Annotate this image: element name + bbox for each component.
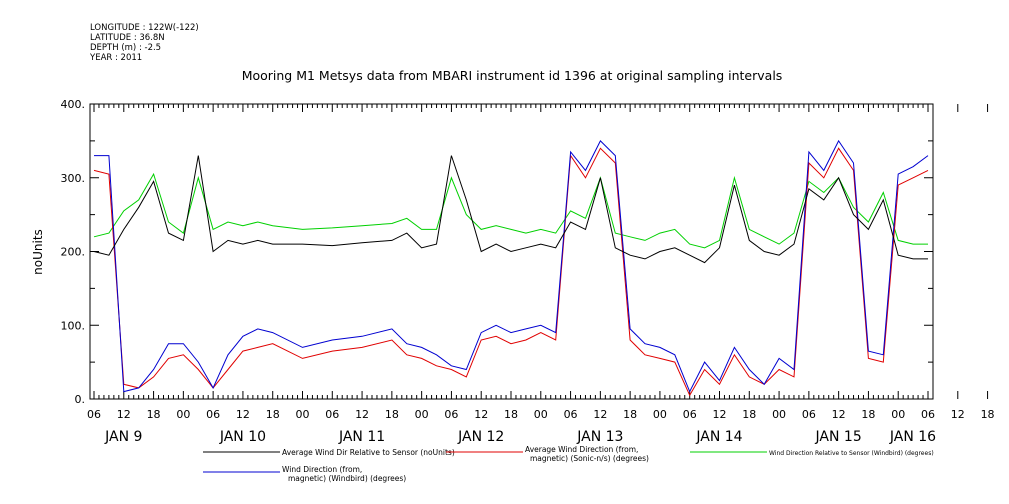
y-tick-label: 0.	[75, 393, 86, 406]
legend-label-4b: magnetic) (Windbird) (degrees)	[288, 474, 406, 483]
x-day-label: JAN 11	[338, 429, 385, 445]
y-axis: 0. 100. 200. 300. 400.	[61, 98, 933, 406]
x-hour-label: 18	[266, 408, 280, 421]
x-hour-label: 18	[981, 408, 995, 421]
x-hour-label: 06	[325, 408, 339, 421]
legend-label-4a: Wind Direction (from,	[282, 465, 362, 474]
x-hour-label: 06	[802, 408, 816, 421]
x-day-label: JAN 9	[104, 429, 142, 445]
series-line-3	[94, 139, 929, 393]
x-day-label: JAN 15	[815, 429, 862, 445]
series-lines	[93, 139, 929, 397]
series-line-1	[93, 147, 929, 397]
x-hour-label: 18	[385, 408, 399, 421]
meta-longitude: LONGITUDE : 122W(-122)	[90, 23, 199, 33]
y-tick-label: 400.	[61, 98, 86, 111]
x-hour-label: 12	[951, 408, 965, 421]
legend-label-3: Wind Direction Relative to Sensor (Windb…	[769, 450, 934, 457]
y-tick-label: 200.	[61, 246, 86, 259]
x-hour-label: 00	[176, 408, 190, 421]
x-hour-label: 00	[891, 408, 905, 421]
x-day-label: JAN 10	[219, 429, 266, 445]
legend-label-2a: Average Wind Direction (from,	[525, 445, 638, 454]
x-hour-label: 06	[564, 408, 578, 421]
x-day-label: JAN 13	[576, 429, 623, 445]
x-hour-label: 06	[87, 408, 101, 421]
legend-label-1: Average Wind Dir Relative to Sensor (noU…	[282, 448, 455, 457]
x-hour-label: 00	[415, 408, 429, 421]
x-hour-label: 18	[147, 408, 161, 421]
y-tick-label: 300.	[61, 172, 86, 185]
x-hour-label: 12	[474, 408, 488, 421]
x-hour-label: 00	[534, 408, 548, 421]
x-hour-label: 12	[832, 408, 846, 421]
x-hour-label: 06	[206, 408, 220, 421]
legend: Average Wind Dir Relative to Sensor (noU…	[203, 445, 934, 483]
x-hour-label: 00	[653, 408, 667, 421]
x-hour-label: 06	[683, 408, 697, 421]
x-hour-label: 18	[742, 408, 756, 421]
x-hour-label: 00	[772, 408, 786, 421]
x-hour-label: 12	[593, 408, 607, 421]
x-hour-label: 12	[236, 408, 250, 421]
x-axis: 06 12 18 00 06 12 18 00 06 12 18 00 06 12 18 00 06 12 18 00…	[87, 104, 995, 445]
chart-title: Mooring M1 Metsys data from MBARI instru…	[242, 68, 783, 83]
meta-year: YEAR : 2011	[89, 53, 142, 63]
x-hour-label: 18	[504, 408, 518, 421]
series-line-2	[93, 172, 928, 249]
legend-label-2b: magnetic) (Sonic-n/s) (degrees)	[530, 454, 649, 463]
x-day-label: JAN 12	[457, 429, 504, 445]
meta-latitude: LATITUDE : 36.8N	[90, 33, 165, 43]
x-hour-label: 12	[355, 408, 369, 421]
meta-depth: DEPTH (m) : -2.5	[90, 43, 161, 53]
x-hour-label: 12	[713, 408, 727, 421]
x-day-label: JAN 14	[695, 429, 742, 445]
x-hour-label: 18	[861, 408, 875, 421]
x-hour-label: 18	[623, 408, 637, 421]
x-day-label: JAN 16	[889, 429, 936, 445]
x-hour-label: 12	[117, 408, 131, 421]
x-hour-label: 06	[444, 408, 458, 421]
series-line-0	[93, 155, 928, 264]
x-hour-label: 06	[921, 408, 935, 421]
y-tick-label: 100.	[61, 319, 86, 332]
y-axis-label: noUnits	[31, 229, 45, 275]
x-hour-label: 00	[296, 408, 310, 421]
